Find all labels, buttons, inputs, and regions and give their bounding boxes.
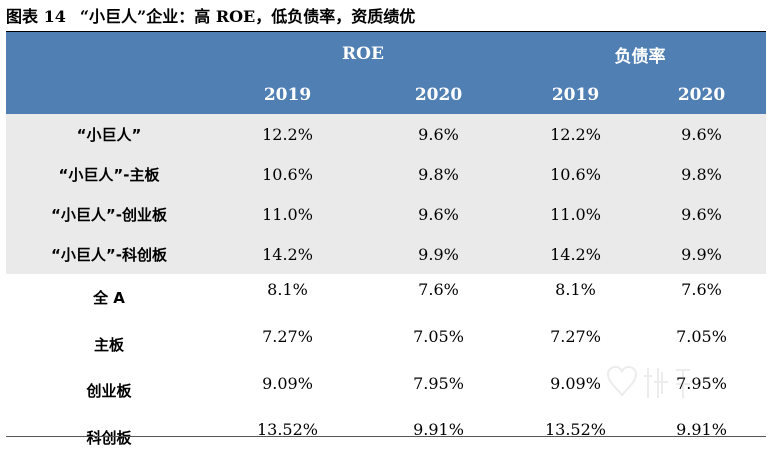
table-bottom-rule — [6, 436, 766, 437]
data-table: ROE 负债率 2019 2020 2019 2020 “小巨人” 12.2% … — [6, 32, 766, 461]
table-row: 全 A 8.1% 7.6% 8.1% 7.6% — [6, 274, 766, 321]
cell-value: 9.9% — [363, 234, 514, 274]
figure-number: 图表 14 — [6, 7, 66, 26]
row-label: “小巨人”-科创板 — [6, 234, 212, 274]
cell-value: 7.27% — [550, 326, 601, 346]
cell-value: 11.0% — [212, 194, 363, 234]
cell-value: 9.6% — [637, 194, 766, 234]
cell-value: 11.0% — [514, 194, 637, 234]
cell-value: 8.1% — [555, 280, 596, 299]
cell-value: 10.6% — [514, 154, 637, 194]
row-label: “小巨人”-主板 — [6, 154, 212, 194]
cell-value: 7.27% — [262, 326, 313, 346]
table-row: 主板 7.27% 7.05% 7.27% 7.05% — [6, 321, 766, 368]
cell-value: 12.2% — [212, 114, 363, 154]
header-group-debt-ratio: 负债率 — [514, 32, 766, 76]
figure-caption: 图表 14 “小巨人”企业：高 ROE，低负债率，资质绩优 — [6, 4, 415, 30]
table-row: “小巨人” 12.2% 9.6% 12.2% 9.6% — [6, 114, 766, 154]
cell-value: 7.6% — [681, 280, 722, 299]
cell-value: 9.09% — [262, 373, 313, 393]
cell-value: 9.09% — [550, 373, 601, 393]
cell-value: 9.8% — [637, 154, 766, 194]
cell-value: 8.1% — [267, 280, 308, 299]
table-row: “小巨人”-主板 10.6% 9.8% 10.6% 9.8% — [6, 154, 766, 194]
row-label: “小巨人” — [6, 114, 212, 154]
table-row: 科创板 13.52% 9.91% 13.52% 9.91% — [6, 414, 766, 461]
cell-value: 13.52% — [256, 420, 318, 440]
row-label: 科创板 — [86, 429, 132, 448]
cell-value: 9.6% — [637, 114, 766, 154]
cell-value: 9.6% — [363, 194, 514, 234]
row-label: 创业板 — [86, 382, 132, 401]
cell-value: 12.2% — [514, 114, 637, 154]
table-row: 创业板 9.09% 7.95% 9.09% 7.95% — [6, 368, 766, 415]
header-year: 2019 — [212, 76, 363, 114]
cell-value: 13.52% — [544, 420, 606, 440]
header-year: 2020 — [363, 76, 514, 114]
cell-value: 9.91% — [676, 420, 727, 440]
cell-value: 14.2% — [514, 234, 637, 274]
cell-value: 9.6% — [363, 114, 514, 154]
row-label: 全 A — [93, 288, 125, 307]
row-label: “小巨人”-创业板 — [6, 194, 212, 234]
header-group-row: ROE 负债率 — [6, 32, 766, 76]
cell-value: 9.9% — [637, 234, 766, 274]
header-corner — [6, 32, 212, 76]
cell-value: 7.05% — [676, 326, 727, 346]
cell-value: 9.8% — [363, 154, 514, 194]
row-label: 主板 — [93, 335, 124, 354]
cell-value: 7.95% — [413, 373, 464, 393]
header-year-row: 2019 2020 2019 2020 — [6, 76, 766, 114]
cell-value: 7.6% — [418, 280, 459, 299]
header-year: 2019 — [514, 76, 637, 114]
cell-value: 14.2% — [212, 234, 363, 274]
cell-value: 7.95% — [676, 373, 727, 393]
cell-value: 10.6% — [212, 154, 363, 194]
header-year: 2020 — [637, 76, 766, 114]
table-row: “小巨人”-科创板 14.2% 9.9% 14.2% 9.9% — [6, 234, 766, 274]
table-row: “小巨人”-创业板 11.0% 9.6% 11.0% 9.6% — [6, 194, 766, 234]
header-corner-2 — [6, 76, 212, 114]
caption-rule — [6, 31, 766, 32]
cell-value: 7.05% — [413, 326, 464, 346]
figure-title: “小巨人”企业：高 ROE，低负债率，资质绩优 — [79, 7, 416, 26]
header-group-roe: ROE — [212, 32, 514, 76]
cell-value: 9.91% — [413, 420, 464, 440]
